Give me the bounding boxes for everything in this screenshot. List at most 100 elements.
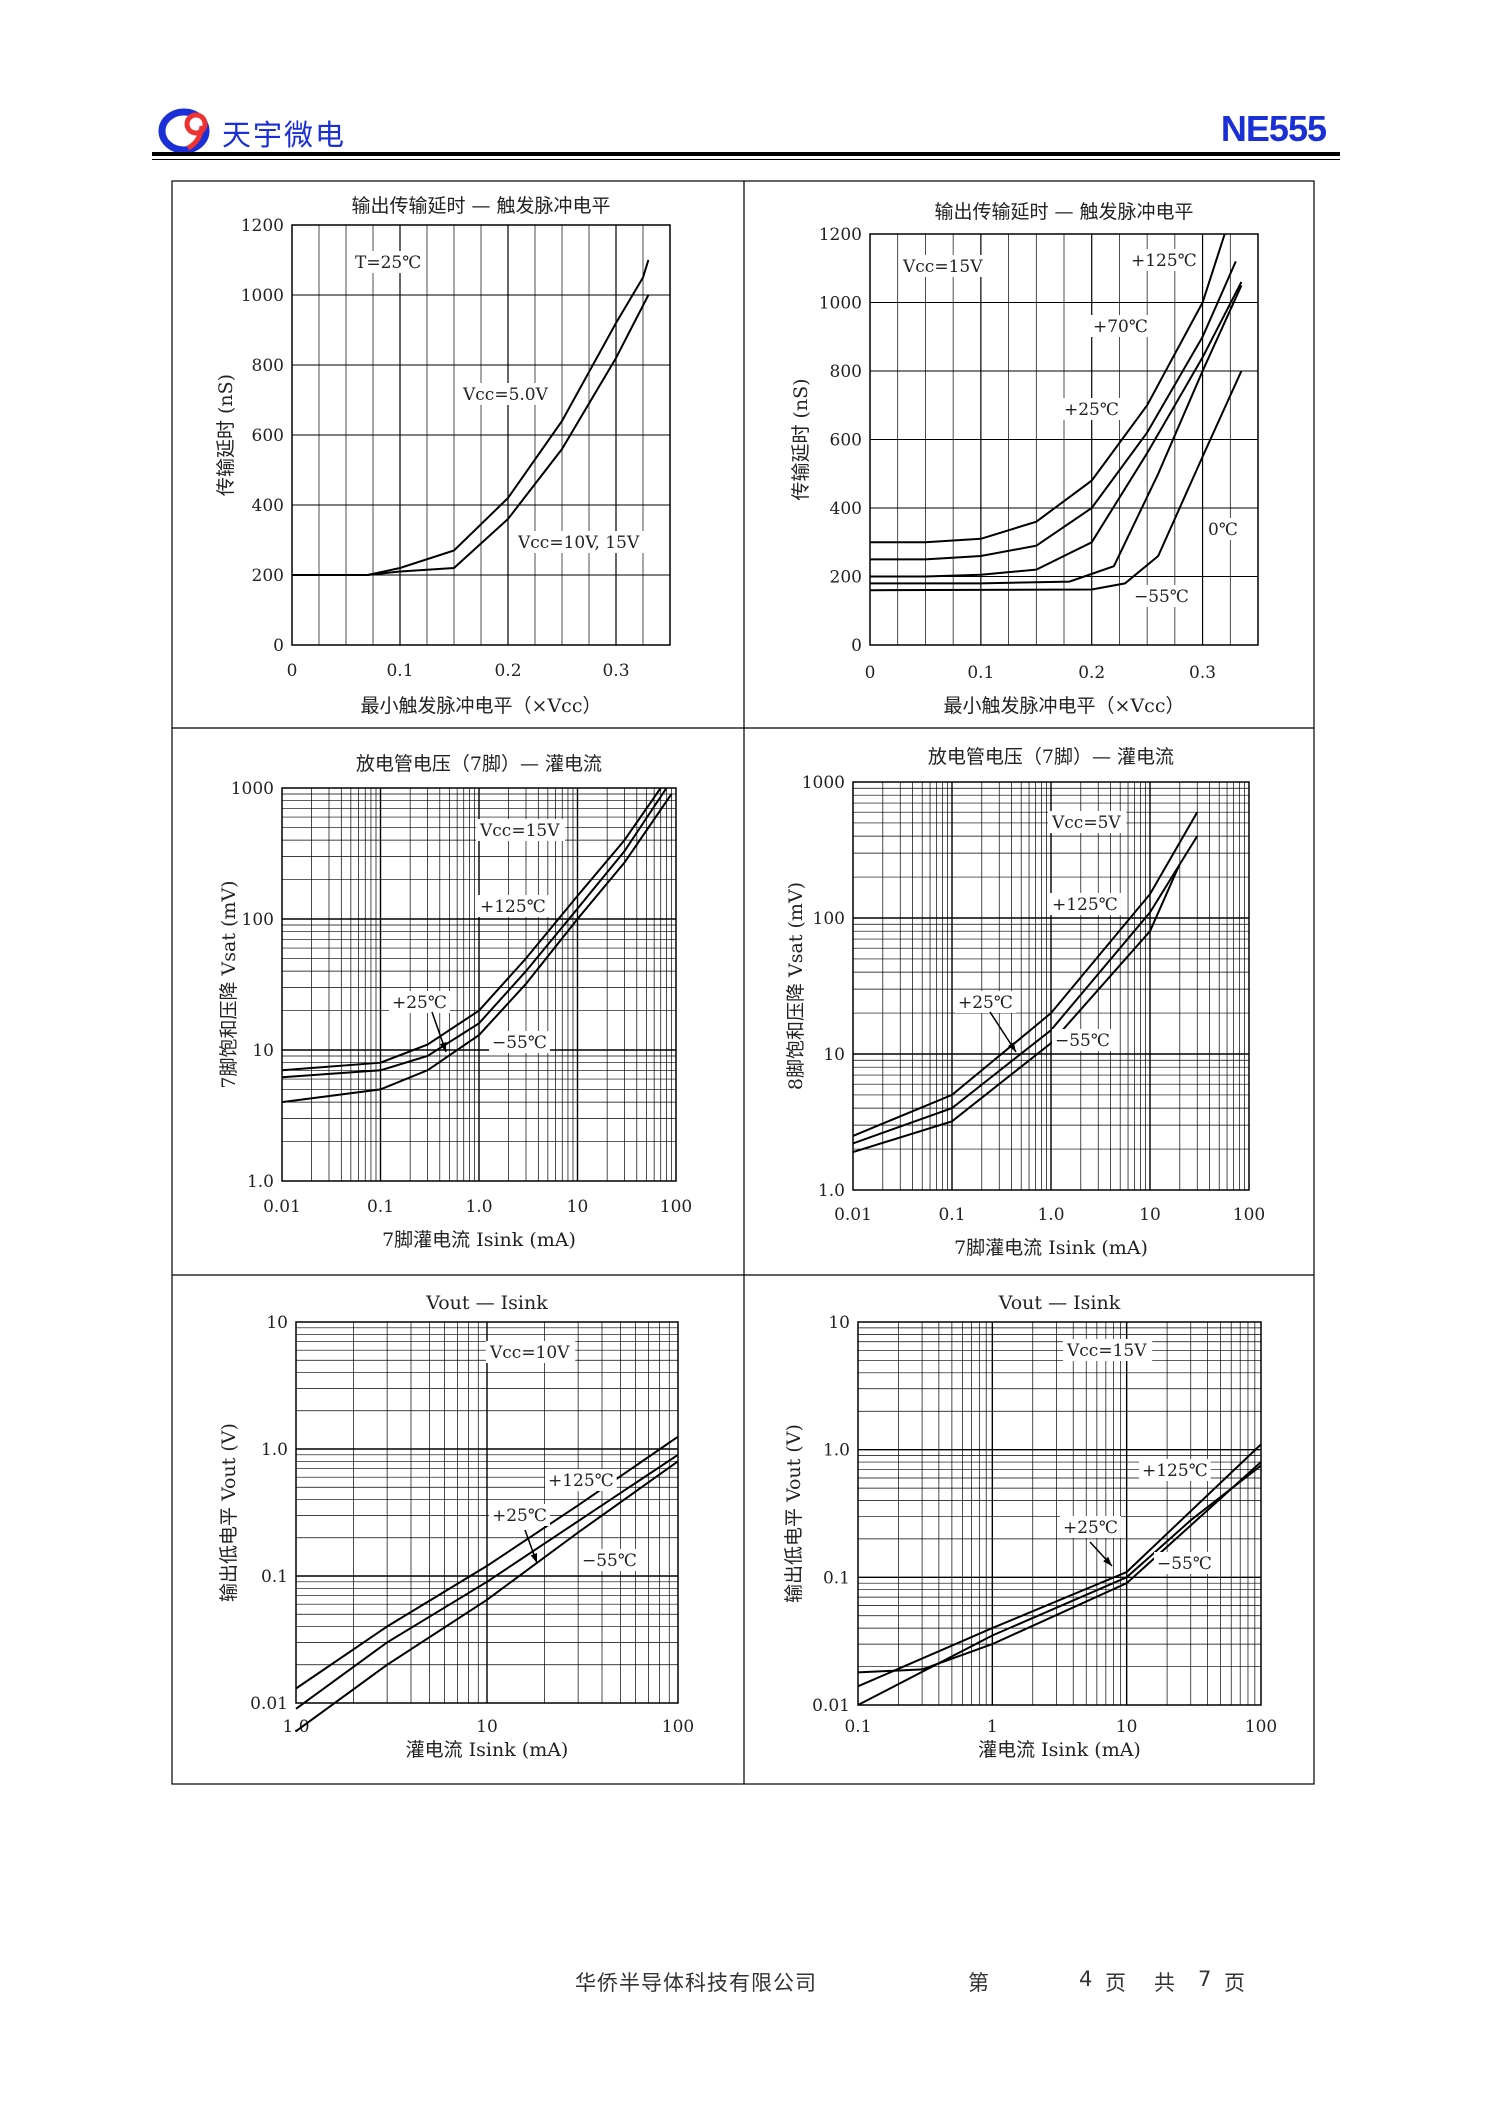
series-line-1 (292, 259, 650, 576)
series-label-backdrop (955, 991, 1016, 1013)
series-label: −55℃ (492, 1033, 547, 1053)
series-label: +25℃ (392, 993, 447, 1013)
series-label: +25℃ (492, 1506, 547, 1526)
chart-title: 放电管电压（7脚）— 灌电流 (928, 746, 1174, 768)
x-tick-label: 100 (1233, 1205, 1265, 1225)
series-label: +25℃ (958, 993, 1013, 1013)
x-tick-label: 0.1 (386, 661, 413, 681)
y-tick-label: 0.1 (261, 1567, 288, 1587)
y-tick-label: 800 (252, 356, 284, 376)
chart-title: Vout — Isink (998, 1292, 1121, 1314)
x-tick-label: 10 (567, 1197, 589, 1217)
series-line-2 (292, 294, 650, 576)
y-tick-label: 10 (266, 1313, 288, 1333)
series-line-3 (852, 863, 1181, 1154)
series-line-2 (295, 1453, 679, 1710)
series-label-backdrop (579, 1549, 640, 1571)
x-axis-label: 最小触发脉冲电平（×Vcc） (944, 695, 1185, 717)
plot-frame (852, 781, 1250, 1191)
chart-1: 0 0.1 0.2 0.3 0 200 400 600 800 1000 1200 输出传输延时 — … (215, 195, 671, 717)
series-label-backdrop (1128, 249, 1200, 271)
series-label-backdrop (389, 991, 450, 1013)
series-line-1 (281, 787, 662, 1072)
series-line-1 (870, 233, 1226, 544)
chart-2: 0 0.1 0.2 0.3 0 200 400 600 800 1000 1200 输出传输延时 — … (790, 201, 1259, 717)
y-axis-label: 8脚饱和压降 Vsat (mV) (785, 882, 807, 1090)
company-name: 天宇微电 (222, 118, 347, 152)
grid (296, 1322, 678, 1703)
y-tick-label: 10 (252, 1041, 274, 1061)
x-axis-label: 7脚灌电流 Isink (mA) (954, 1237, 1148, 1259)
plot-frame (295, 1321, 679, 1704)
series-label-backdrop (477, 895, 549, 917)
condition-label: Vcc=15V (902, 257, 983, 277)
y-tick-label: 600 (252, 426, 284, 446)
condition-backdrop (476, 819, 566, 841)
x-tick-label: 1.0 (282, 1717, 309, 1737)
series-label-backdrop (1131, 585, 1192, 607)
condition-label: Vcc=10V (489, 1343, 570, 1363)
y-tick-label: 200 (252, 566, 284, 586)
y-axis-label: 输出低电平 Vout (V) (783, 1424, 805, 1603)
series-line-5 (869, 370, 1243, 592)
chart-title: 输出传输延时 — 触发脉冲电平 (351, 195, 610, 217)
footer-total-pages: 7 (1198, 1967, 1212, 1991)
x-axis-label: 最小触发脉冲电平（×Vcc） (361, 695, 602, 717)
y-tick-label: 10 (823, 1045, 845, 1065)
series-label: −55℃ (1134, 587, 1189, 607)
x-tick-label: 0 (865, 663, 876, 683)
series-line-2 (852, 835, 1199, 1145)
series-line-4 (870, 284, 1243, 585)
company-logo-icon (158, 108, 210, 154)
chart-title: 输出传输延时 — 触发脉冲电平 (934, 201, 1193, 223)
x-tick-label: 100 (1245, 1717, 1277, 1737)
series-label: −55℃ (1055, 1031, 1110, 1051)
footer-total-prefix: 共 (1154, 1971, 1175, 1995)
series-line-1 (857, 1443, 1262, 1688)
y-tick-label: 200 (830, 568, 862, 588)
y-tick-label: 100 (813, 909, 845, 929)
series-label: +25℃ (1064, 400, 1119, 420)
y-tick-label: 1200 (241, 216, 284, 236)
x-tick-label: 0.1 (938, 1205, 965, 1225)
series-line-2 (281, 787, 668, 1079)
series-label-backdrop (1061, 398, 1122, 420)
x-tick-label: 0.01 (263, 1197, 301, 1217)
y-tick-label: 400 (252, 496, 284, 516)
page-header: 天宇微电 NE555 (152, 100, 1340, 170)
y-tick-label: 1000 (241, 286, 284, 306)
y-axis-label: 传输延时 (nS) (215, 374, 237, 496)
pointer-arrowhead (530, 1553, 538, 1563)
x-tick-label: 100 (662, 1717, 694, 1737)
condition-backdrop (899, 255, 989, 277)
series-label: +125℃ (1131, 251, 1197, 271)
series-label: +125℃ (1052, 895, 1118, 915)
y-tick-label: 1200 (819, 225, 862, 245)
grid (282, 788, 676, 1181)
y-tick-label: 1000 (231, 779, 274, 799)
footer-page-number: 4 (1079, 1967, 1093, 1991)
series-label: +125℃ (548, 1471, 614, 1491)
x-axis-label: 7脚灌电流 Isink (mA) (382, 1229, 576, 1251)
x-tick-label: 0 (287, 661, 298, 681)
series-label-backdrop (1205, 518, 1241, 540)
footer-company: 华侨半导体科技有限公司 (575, 1971, 817, 1995)
x-axis-label: 灌电流 Isink (mA) (978, 1739, 1141, 1761)
x-tick-label: 0.1 (844, 1717, 871, 1737)
pointer-arrowhead (439, 1042, 447, 1052)
header-rule-thick (152, 152, 1340, 156)
y-tick-label: 1000 (802, 773, 845, 793)
y-tick-label: 0.01 (812, 1696, 850, 1716)
condition-backdrop (1048, 811, 1127, 833)
table-frame (171, 180, 1315, 1785)
series-label-backdrop (515, 531, 644, 553)
footer-total-unit: 页 (1224, 1971, 1245, 1995)
y-tick-label: 100 (242, 910, 274, 930)
series-label: +125℃ (1142, 1461, 1208, 1481)
x-tick-label: 100 (660, 1197, 692, 1217)
y-axis-label: 7脚饱和压降 Vsat (mV) (218, 880, 240, 1088)
y-tick-label: 0.01 (250, 1694, 288, 1714)
x-tick-label: 0.01 (834, 1205, 872, 1225)
page-footer: 华侨半导体科技有限公司 第 4 页 共 7 页 (0, 1967, 1488, 1997)
x-tick-label: 0.3 (602, 661, 629, 681)
